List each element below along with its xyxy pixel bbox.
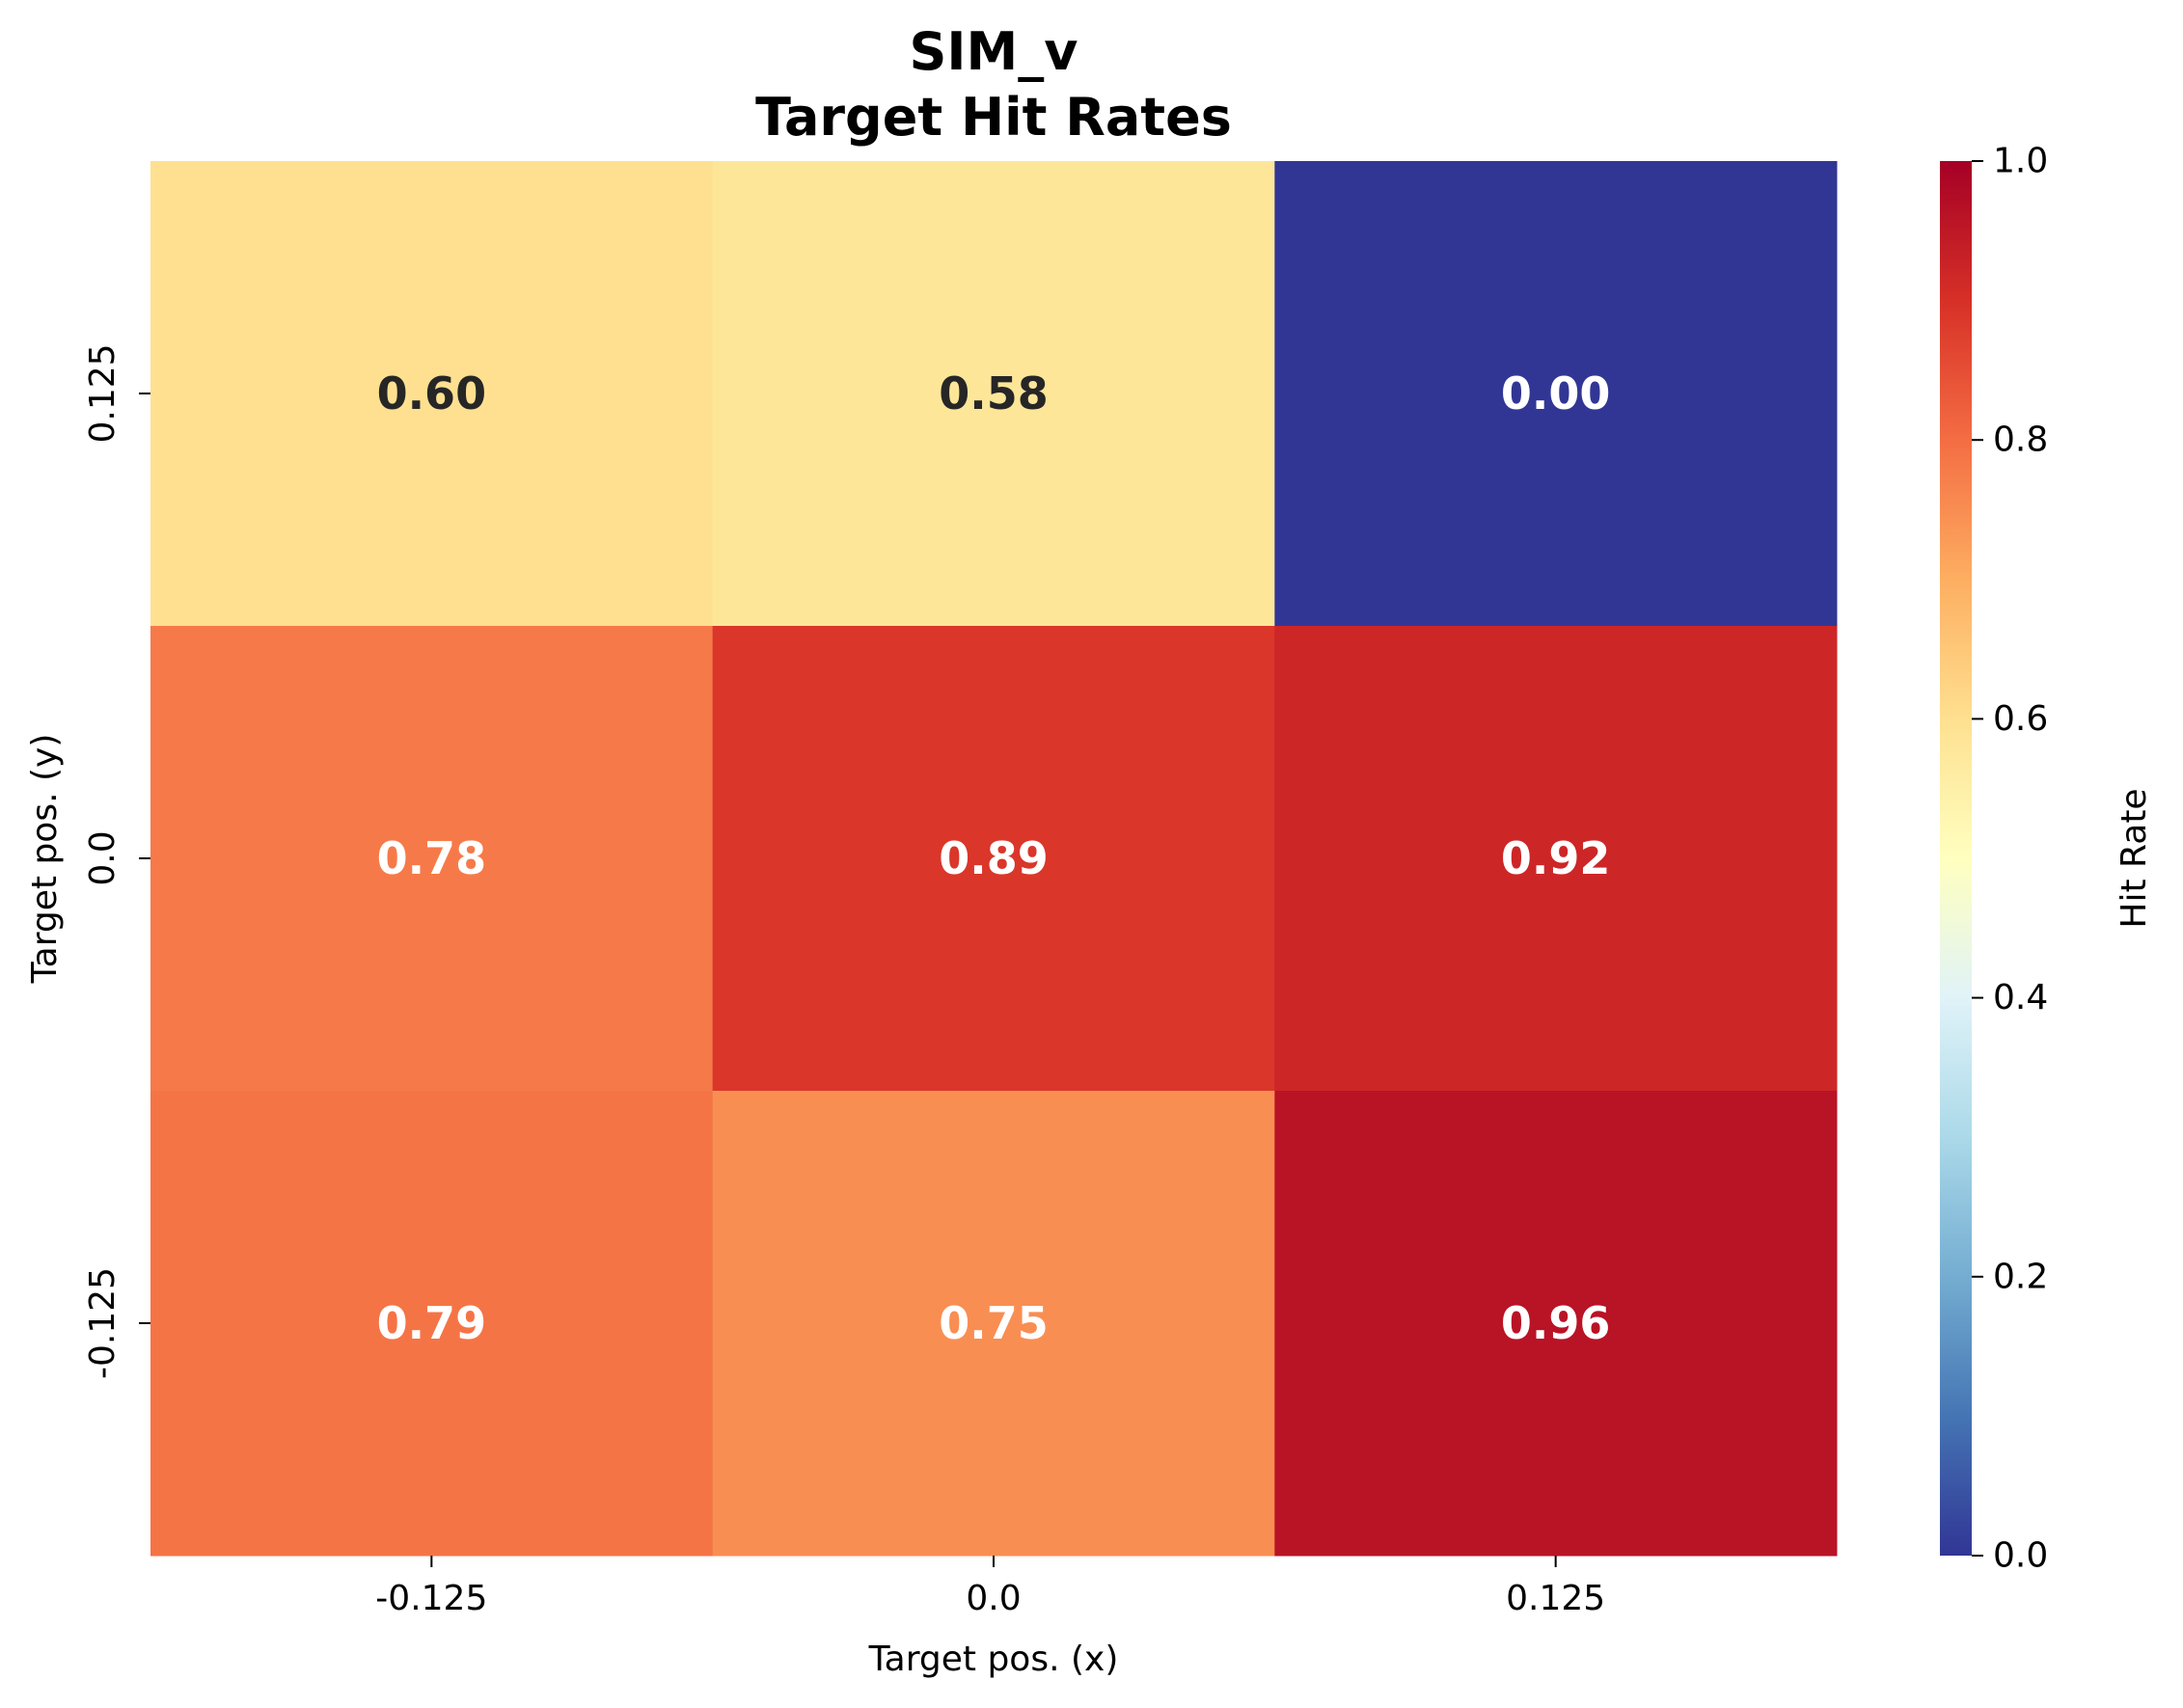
cell-value-label: 0.79 [377,1297,487,1349]
heatmap-cell [150,161,714,627]
x-tick-label: 0.0 [966,1579,1021,1618]
colorbar-tick-label: 0.0 [1993,1536,2048,1576]
colorbar-ticks: 0.0 0.2 0.4 0.6 0.8 1.0 [1972,142,2048,1576]
heatmap-cell [1274,626,1838,1092]
y-tick-label: -0.125 [83,1267,123,1379]
heatmap-cell [1274,1091,1838,1557]
colorbar-tick-label: 0.4 [1993,978,2048,1017]
heatmap-cells [150,161,1838,1557]
y-axis-label: Target pos. (y) [25,734,65,985]
x-tick-label: 0.125 [1506,1579,1605,1618]
x-axis-ticks: -0.125 0.0 0.125 [375,1556,1605,1618]
cell-value-label: 0.60 [377,367,487,420]
colorbar-tick-label: 0.8 [1993,420,2048,460]
y-tick-label: 0.125 [83,343,123,443]
heatmap-cell [712,161,1275,627]
cell-value-label: 0.96 [1501,1297,1611,1349]
x-tick-label: -0.125 [375,1579,487,1618]
colorbar [1940,161,1972,1556]
heatmap-cell [712,626,1275,1092]
cell-value-label: 0.92 [1501,832,1611,884]
heatmap-cell [1274,161,1838,627]
colorbar-tick-label: 0.2 [1993,1257,2048,1296]
y-axis-ticks: 0.125 0.0 -0.125 [83,343,150,1379]
chart-subtitle: Target Hit Rates [755,87,1232,148]
cell-value-label: 0.00 [1501,367,1611,420]
heatmap-cell [712,1091,1275,1557]
cell-value-label: 0.75 [939,1297,1049,1349]
heatmap-cell [150,1091,714,1557]
chart-title: SIM_v [910,21,1078,82]
colorbar-label: Hit Rate [2115,788,2154,928]
heatmap-value-labels: 0.60 0.58 0.00 0.78 0.89 0.92 0.79 0.75 0.96 [377,367,1611,1349]
cell-value-label: 0.89 [939,832,1049,884]
y-tick-label: 0.0 [83,830,123,885]
heatmap-cell [150,626,714,1092]
cell-value-label: 0.78 [377,832,487,884]
colorbar-tick-label: 0.6 [1993,699,2048,739]
colorbar-tick-label: 1.0 [1993,142,2048,181]
x-axis-label: Target pos. (x) [868,1640,1119,1679]
cell-value-label: 0.58 [939,367,1049,420]
